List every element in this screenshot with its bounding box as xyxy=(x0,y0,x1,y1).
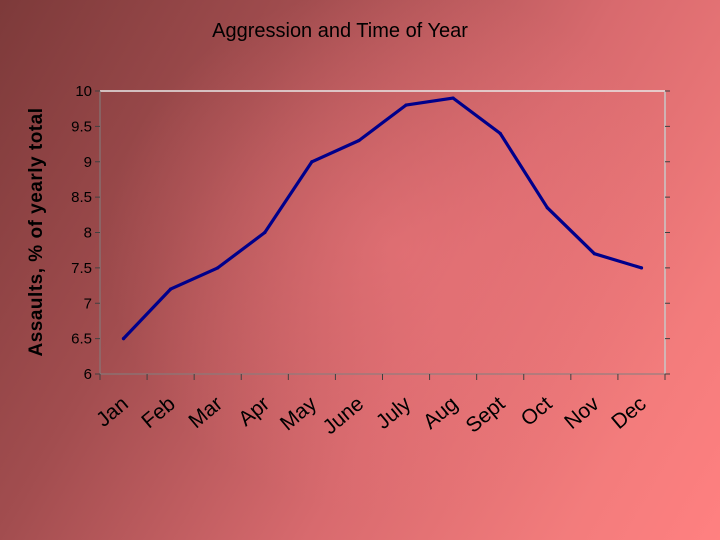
x-tick-label: July xyxy=(372,392,416,434)
series-line xyxy=(121,96,644,341)
x-tick-label: Jan xyxy=(92,392,133,431)
data-point xyxy=(639,266,644,270)
data-point xyxy=(169,287,173,291)
x-tick-label: June xyxy=(318,392,368,439)
y-tick-label: 6 xyxy=(84,366,92,383)
chart-title: Aggression and Time of Year xyxy=(212,20,468,42)
x-tick-label: Sept xyxy=(462,392,510,437)
y-tick-label: 9 xyxy=(84,154,92,171)
y-tick-label: 7 xyxy=(84,295,92,312)
x-tick-label: Oct xyxy=(517,392,557,431)
data-point xyxy=(498,131,502,136)
data-point xyxy=(592,252,596,256)
data-point xyxy=(451,96,455,100)
x-tick-label: Mar xyxy=(184,392,226,433)
data-point xyxy=(216,266,220,270)
data-point xyxy=(310,160,314,164)
x-tick-label: Aug xyxy=(419,392,462,434)
y-axis-label: Assaults, % of yearly total xyxy=(26,108,47,357)
x-tick-label: Apr xyxy=(234,392,274,431)
y-tick-label: 7.5 xyxy=(71,260,92,277)
x-tick-label: Dec xyxy=(607,392,650,434)
y-tick-label: 9.5 xyxy=(71,118,92,135)
data-point xyxy=(263,230,267,235)
x-tick-label: Nov xyxy=(560,392,604,434)
y-tick-label: 10 xyxy=(75,83,92,100)
x-tick-label: May xyxy=(276,392,322,435)
data-point xyxy=(357,138,361,143)
x-tick-label: Feb xyxy=(137,392,180,433)
y-tick-label: 8.5 xyxy=(71,189,92,206)
data-point xyxy=(545,206,549,210)
y-tick-label: 8 xyxy=(84,225,92,242)
data-point xyxy=(121,337,126,341)
data-point xyxy=(404,103,408,107)
y-tick-label: 6.5 xyxy=(71,331,92,348)
